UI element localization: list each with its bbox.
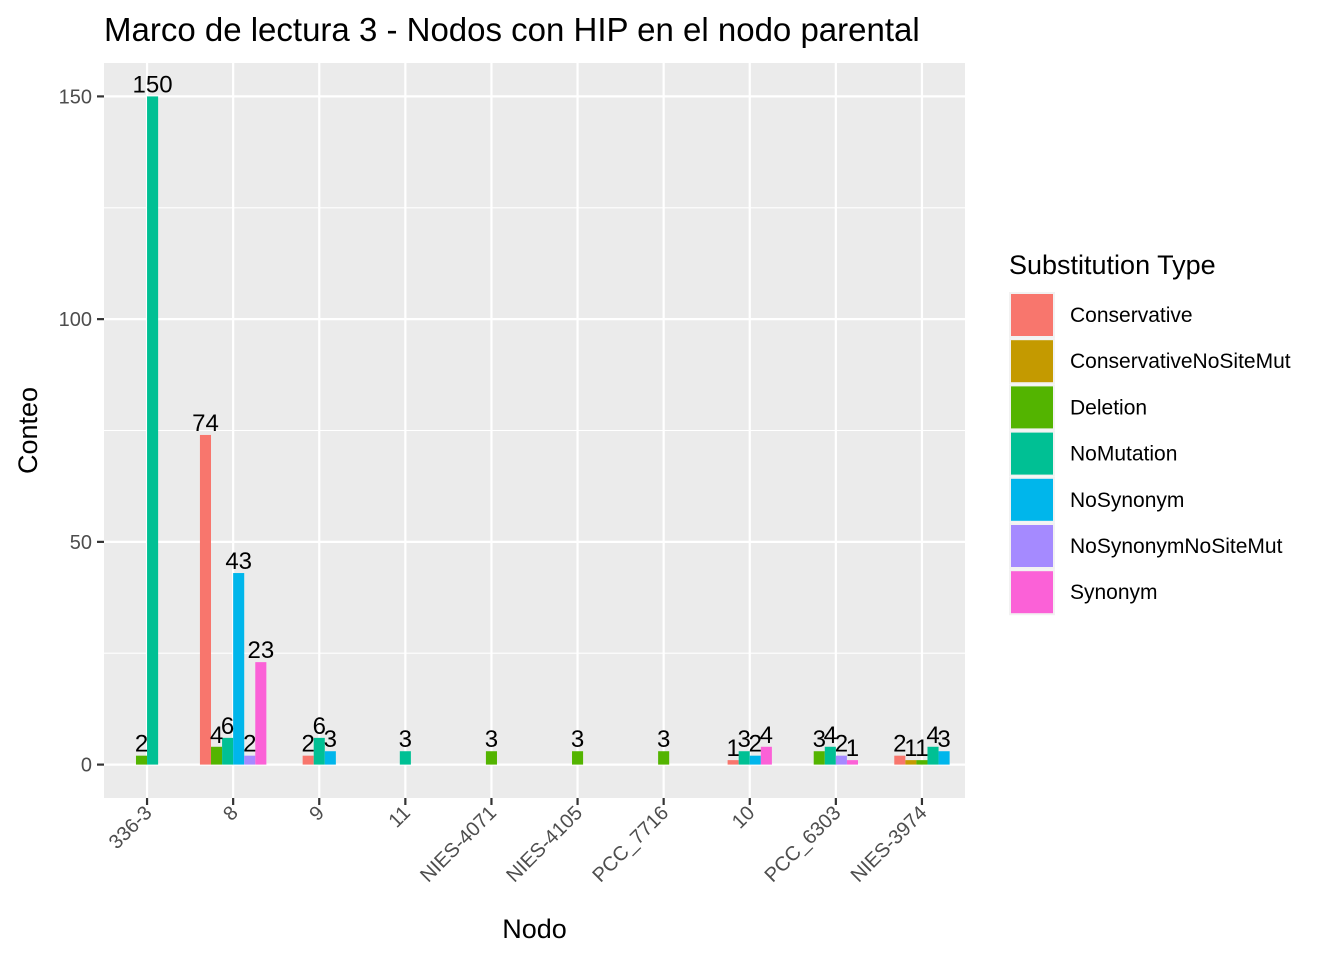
bar (222, 737, 234, 765)
data-label: 1 (846, 735, 859, 762)
legend-label: NoMutation (1070, 443, 1177, 466)
bar (211, 746, 223, 765)
data-label: 2 (893, 731, 906, 758)
bar (233, 573, 245, 765)
bar (824, 746, 836, 765)
legend-swatch (1011, 525, 1053, 567)
legend-swatch (1011, 294, 1053, 336)
legend-swatch (1011, 432, 1053, 475)
y-tick-label: 0 (81, 755, 92, 777)
data-label: 2 (135, 731, 148, 758)
bar (485, 751, 497, 765)
y-axis: 0 50 100 150 (59, 86, 104, 777)
legend-title: Substitution Type (1009, 250, 1216, 280)
bar (738, 751, 750, 765)
bar (894, 755, 906, 765)
data-label: 3 (485, 726, 498, 753)
legend-swatch (1011, 571, 1053, 614)
bar (927, 746, 939, 765)
bar (572, 751, 584, 765)
data-label: 4 (760, 722, 773, 749)
legend-label: Synonym (1070, 581, 1158, 604)
legend-swatch (1011, 478, 1053, 521)
bar (199, 434, 212, 765)
bar (244, 755, 256, 765)
bar (846, 760, 858, 765)
bar (835, 755, 847, 765)
legend-label: NoSynonym (1070, 489, 1184, 512)
y-axis-title: Conteo (13, 387, 43, 474)
data-label: 2 (243, 731, 256, 758)
data-label: 74 (192, 410, 219, 437)
data-label: 6 (221, 713, 234, 740)
bar (313, 737, 325, 765)
y-tick-label: 100 (59, 309, 92, 331)
data-label: 23 (247, 637, 274, 664)
bar (147, 96, 159, 765)
bar (938, 751, 950, 765)
data-label: 4 (926, 722, 939, 749)
x-axis-title: Nodo (502, 914, 567, 944)
bars-layer (135, 96, 950, 765)
data-label: 3 (813, 726, 826, 753)
data-label: 3 (657, 726, 670, 753)
data-label: 3 (399, 726, 412, 753)
data-label: 43 (225, 548, 252, 575)
data-label: 1 (915, 735, 928, 762)
bar (905, 760, 917, 765)
data-label: 2 (749, 731, 762, 758)
data-label: 2 (835, 731, 848, 758)
data-label: 3 (738, 726, 751, 753)
legend-swatch (1011, 340, 1053, 383)
bar (324, 751, 336, 765)
bar (813, 751, 825, 765)
bar (302, 755, 314, 765)
y-tick-label: 150 (59, 86, 92, 108)
data-label: 150 (133, 71, 173, 98)
bar (749, 755, 761, 765)
data-label: 1 (904, 735, 917, 762)
bar (760, 746, 772, 765)
data-label: 3 (937, 726, 950, 753)
bar (658, 751, 670, 765)
data-label: 6 (313, 713, 326, 740)
bar (399, 751, 411, 765)
bar (727, 760, 739, 765)
chart-title: Marco de lectura 3 - Nodos con HIP en el… (104, 11, 920, 48)
y-tick-label: 50 (70, 532, 92, 554)
data-label: 1 (726, 735, 739, 762)
legend-swatch (1011, 386, 1053, 429)
bar (135, 755, 148, 765)
data-label: 3 (571, 726, 584, 753)
bar (916, 760, 928, 765)
legend-label: Deletion (1070, 396, 1147, 419)
legend-label: NoSynonymNoSiteMut (1070, 535, 1283, 558)
legend-label: Conservative (1070, 304, 1193, 327)
legend: Substitution Type Conservative Conservati… (1009, 250, 1291, 616)
data-label: 3 (324, 726, 337, 753)
data-label: 4 (210, 722, 223, 749)
bar (255, 662, 267, 765)
legend-label: ConservativeNoSiteMut (1070, 350, 1291, 373)
data-label: 2 (302, 731, 315, 758)
data-label: 4 (824, 722, 837, 749)
